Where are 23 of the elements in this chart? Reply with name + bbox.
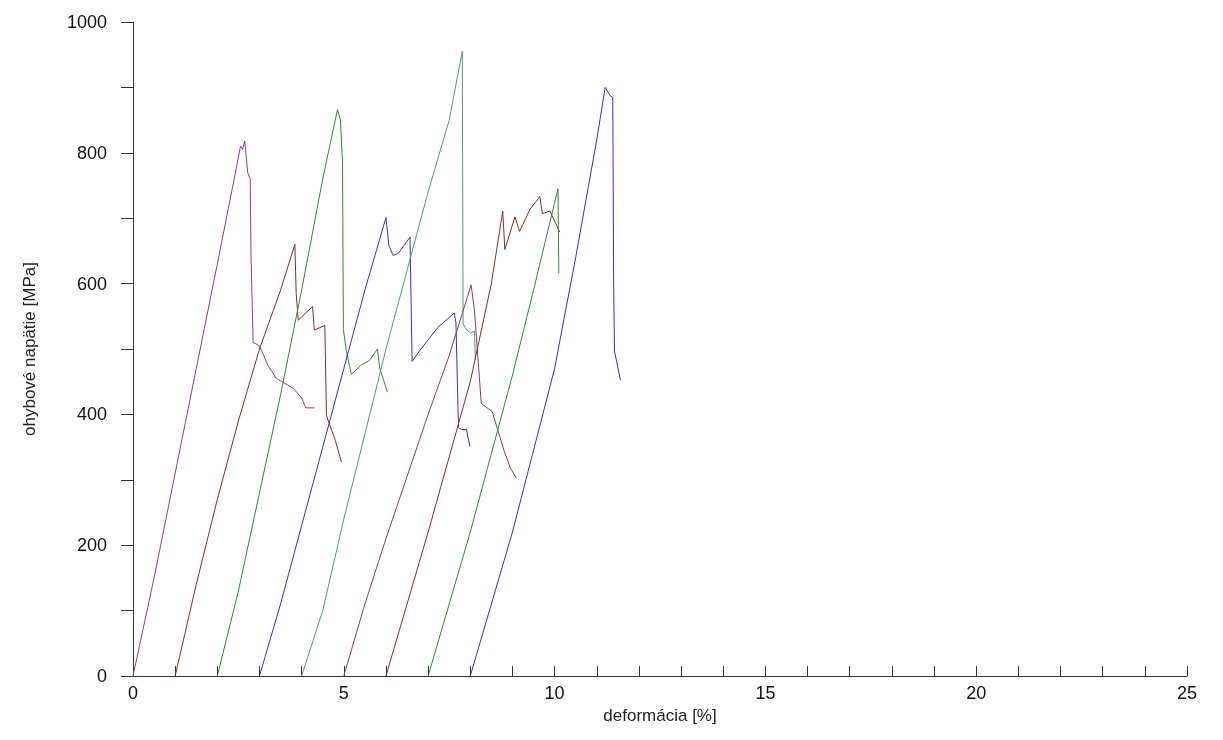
line-series (343, 284, 517, 677)
x-tick-label: 10 (544, 683, 565, 703)
x-axis-title: deformácia [%] (603, 705, 717, 725)
y-tick-label: 0 (96, 666, 107, 686)
y-tick-label: 800 (76, 142, 107, 163)
y-axis-title: ohybové napätie [MPa] (20, 262, 39, 436)
y-tick-label: 600 (76, 273, 107, 294)
x-tick-label: 25 (1176, 683, 1198, 703)
line-series (132, 140, 315, 677)
line-series (427, 188, 560, 677)
y-tick-label: 200 (76, 535, 107, 556)
line-series (301, 50, 476, 677)
x-tick-label: 15 (755, 683, 776, 703)
line-series (216, 109, 388, 677)
x-tick-label: 20 (966, 683, 987, 703)
x-tick-label: 5 (338, 683, 349, 703)
line-series (174, 243, 342, 677)
x-tick-label: 0 (127, 683, 139, 703)
line-series (385, 196, 561, 677)
y-tick-label: 1000 (66, 12, 107, 32)
line-series (469, 86, 621, 677)
y-tick-label: 400 (76, 404, 107, 425)
line-series (258, 217, 471, 677)
